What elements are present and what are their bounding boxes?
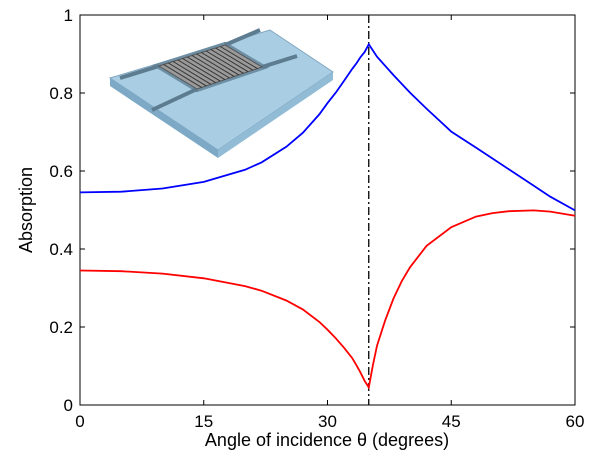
x-tick-label: 15 bbox=[194, 412, 213, 431]
y-tick-label: 0.6 bbox=[49, 162, 73, 181]
series-line-red bbox=[79, 209, 576, 390]
grating-line bbox=[177, 59, 216, 84]
series-line-blue bbox=[79, 42, 576, 212]
y-tick-label: 0.4 bbox=[49, 240, 73, 259]
grating-line bbox=[191, 55, 230, 79]
y-axis-title: Absorption bbox=[16, 167, 36, 253]
grating-line bbox=[163, 64, 202, 88]
y-tick-label: 1 bbox=[64, 6, 73, 25]
grating-line bbox=[182, 58, 221, 82]
grating-line bbox=[215, 47, 253, 71]
y-tick-label: 0.8 bbox=[49, 84, 73, 103]
grating-line bbox=[172, 61, 212, 85]
grating-line bbox=[220, 46, 258, 70]
y-tick-label: 0 bbox=[64, 396, 73, 415]
x-tick-label: 60 bbox=[566, 412, 585, 431]
grating-line bbox=[196, 53, 235, 77]
x-axis-ticks: 0 15 30 45 60 bbox=[75, 15, 584, 431]
grating-line bbox=[210, 49, 249, 73]
device-inset-image bbox=[108, 28, 334, 158]
grating-line bbox=[205, 50, 244, 74]
y-axis-ticks: 0 0.2 0.4 0.6 0.8 1 bbox=[49, 6, 575, 415]
x-tick-label: 45 bbox=[442, 412, 461, 431]
x-axis-title: Angle of incidence θ (degrees) bbox=[205, 430, 449, 450]
grating-line bbox=[187, 56, 226, 81]
x-tick-label: 0 bbox=[75, 412, 84, 431]
grating-line bbox=[201, 52, 240, 76]
y-tick-label: 0.2 bbox=[49, 318, 73, 337]
grating-line bbox=[168, 62, 207, 87]
x-tick-label: 30 bbox=[318, 412, 337, 431]
